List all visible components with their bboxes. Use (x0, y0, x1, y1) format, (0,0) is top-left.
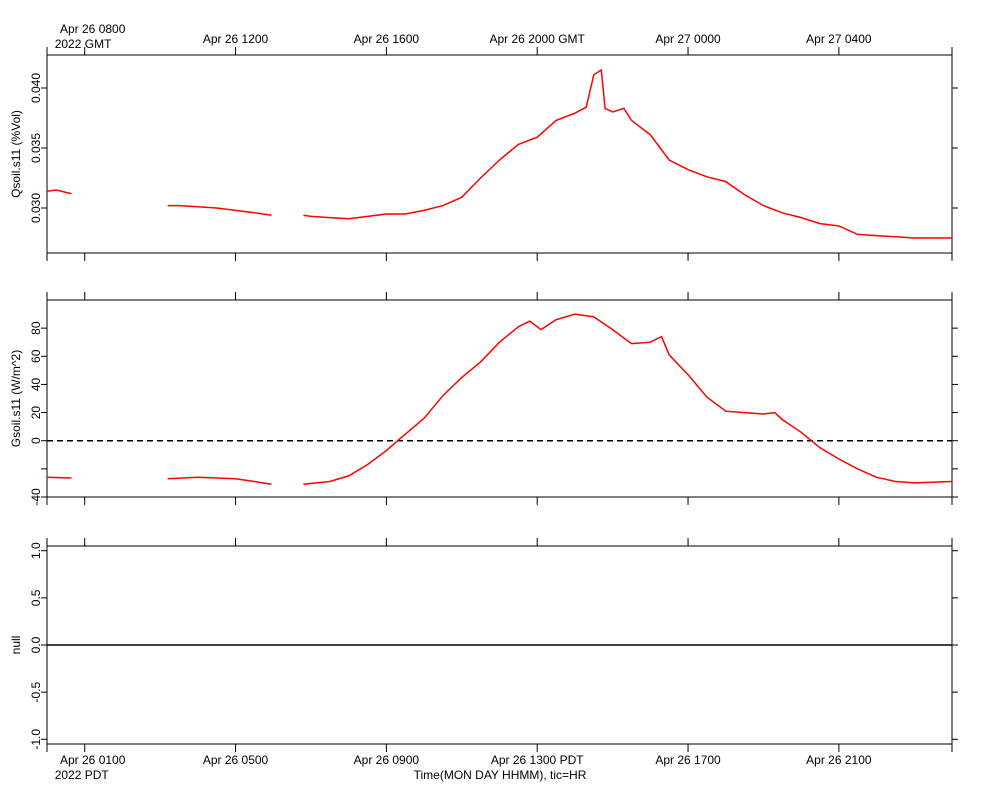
x-tick-label: Apr 26 0100 (60, 753, 126, 767)
x-tick-label: Apr 26 1600 (354, 32, 420, 46)
x-tick-label: Apr 26 2100 (806, 753, 872, 767)
x-tick-label: Apr 26 1700 (655, 753, 721, 767)
y-tick-label: -40 (29, 488, 43, 506)
y-tick-label: 0.030 (29, 193, 43, 223)
y-tick-label: 40 (29, 377, 43, 391)
x-tick-label: Apr 26 1200 (203, 32, 269, 46)
y-axis-label: null (9, 636, 23, 655)
y-axis-label: Qsoil.s11 (%Vol) (9, 110, 23, 198)
y-tick-label: 0.040 (29, 73, 43, 103)
y-tick-label: 0.035 (29, 133, 43, 163)
x-tick-label: Apr 26 0800 (60, 22, 126, 36)
x-axis-label: Time(MON DAY HHMM), tic=HR (414, 768, 587, 782)
x-tick-label: Apr 26 0500 (203, 753, 269, 767)
x-tick-label: Apr 26 0900 (354, 753, 420, 767)
plot-frame (46, 54, 953, 254)
y-tick-label: 0.5 (29, 589, 43, 606)
plot-frame (46, 299, 953, 498)
y-tick-label: -0.5 (29, 681, 43, 702)
data-line (46, 313, 953, 486)
x-tick-note: 2022 GMT (55, 37, 112, 51)
x-tick-label: Apr 27 0000 (655, 32, 721, 46)
x-tick-label: Apr 27 0400 (806, 32, 872, 46)
y-tick-label: 0 (29, 437, 43, 444)
y-tick-label: 60 (29, 349, 43, 363)
data-line (46, 68, 952, 239)
y-tick-label: 0.0 (29, 636, 43, 653)
x-tick-note: 2022 PDT (55, 768, 110, 782)
y-tick-label: 80 (29, 321, 43, 335)
y-tick-label: 1.0 (29, 542, 43, 559)
y-tick-label: 20 (29, 406, 43, 420)
y-tick-label: -1.0 (29, 729, 43, 750)
y-axis-label: Gsoil.s11 (W/m^2) (9, 350, 23, 447)
x-tick-label: Apr 26 1300 PDT (491, 753, 584, 767)
x-tick-label: Apr 26 2000 GMT (490, 32, 586, 46)
